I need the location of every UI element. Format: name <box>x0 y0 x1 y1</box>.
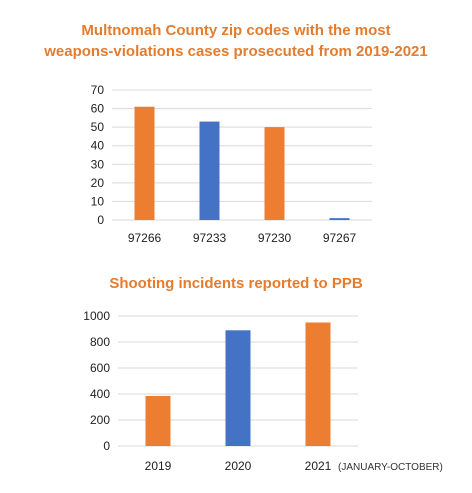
chart1-y-tick-label: 60 <box>91 102 105 116</box>
chart1-bar-97233 <box>199 121 220 220</box>
chart1-bar-97267 <box>329 218 350 220</box>
chart2-y-tick-label: 200 <box>90 413 110 427</box>
chart1-y-tick-label: 70 <box>91 83 105 97</box>
chart2-y-tick-label: 0 <box>103 439 110 453</box>
chart1-y-tick-label: 50 <box>91 120 105 134</box>
chart2-bar-2020 <box>225 330 251 446</box>
chart2-y-tick-label: 600 <box>90 361 110 375</box>
chart2-y-tick-label: 400 <box>90 387 110 401</box>
chart2-bar-2021 <box>305 322 331 446</box>
chart2-x-tick-label: 2021 <box>305 459 332 473</box>
chart1-title-line2: weapons-violations cases prosecuted from… <box>44 43 428 60</box>
chart1-y-tick-label: 40 <box>91 139 105 153</box>
chart1-y-tick-label: 20 <box>91 176 105 190</box>
chart1-x-tick-label: 97233 <box>193 231 227 245</box>
chart1-bar-97230 <box>264 127 285 220</box>
chart2-x-tick-label: 2019 <box>145 459 172 473</box>
chart1-x-tick-label: 97266 <box>128 231 162 245</box>
chart1-bar-97266 <box>134 106 155 220</box>
chart2-x-tick-label: 2020 <box>225 459 252 473</box>
chart1-y-tick-label: 10 <box>91 194 105 208</box>
chart2-annotation: (JANUARY-OCTOBER) <box>338 462 443 473</box>
chart1-y-tick-label: 30 <box>91 157 105 171</box>
chart2-y-tick-label: 1000 <box>83 309 110 323</box>
chart1-x-tick-label: 97230 <box>258 231 292 245</box>
chart2-title: Shooting incidents reported to PPB <box>109 275 363 292</box>
chart1-x-tick-label: 97267 <box>323 231 357 245</box>
chart2-bar-2019 <box>145 395 171 446</box>
chart1-title-line1: Multnomah County zip codes with the most <box>81 22 391 39</box>
chart1-y-tick-label: 0 <box>97 213 104 227</box>
chart2-y-tick-label: 800 <box>90 335 110 349</box>
